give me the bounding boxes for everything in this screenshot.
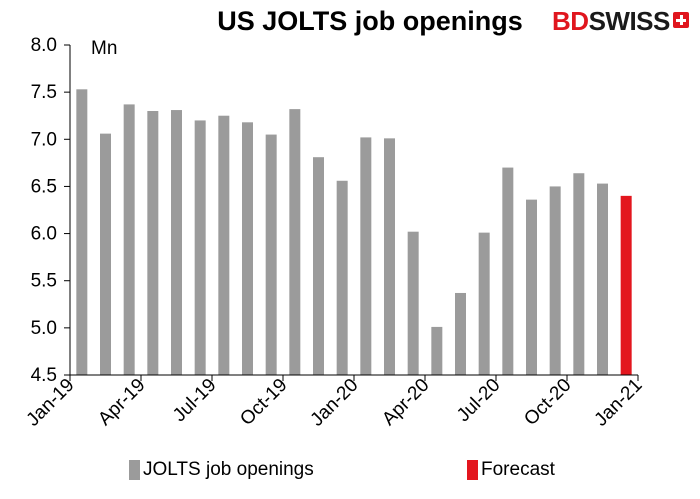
- x-tick-label: Jul-19: [169, 375, 220, 426]
- y-tick-label: 4.5: [31, 365, 57, 386]
- x-axis-ticks: Jan-19 Apr-19 Jul-19 Oct-19 Jan-20 Apr-20 Jul-…: [23, 375, 647, 431]
- y-tick-label: 6.5: [31, 176, 57, 197]
- bar-actual: [171, 110, 182, 376]
- bar-actual: [384, 138, 395, 375]
- x-tick-label: Oct-20: [520, 375, 575, 430]
- y-tick-label: 7.0: [31, 129, 57, 150]
- y-tick-label: 5.5: [31, 271, 57, 292]
- x-tick-label: Oct-19: [236, 375, 291, 430]
- bar-actual: [336, 180, 348, 375]
- bar-actual: [123, 104, 135, 376]
- swiss-cross-icon: [672, 12, 689, 28]
- logo-bd-text: BD: [552, 6, 589, 36]
- bar-actual: [478, 232, 490, 375]
- bar-actual: [265, 134, 277, 375]
- y-axis-ticks: 8.0 7.5 7.0 6.5 6.0 5.5 5.0 4.5: [31, 35, 70, 386]
- bar-forecast: [620, 195, 632, 375]
- bar-actual: [526, 199, 537, 375]
- bars-group: [76, 89, 632, 376]
- bar-actual: [76, 89, 88, 376]
- bar-actual: [407, 231, 419, 375]
- x-tick-label: Apr-20: [378, 375, 433, 430]
- bar-actual: [289, 109, 301, 375]
- logo-swiss-text: SWISS: [588, 6, 671, 36]
- y-tick-label: 6.0: [31, 224, 57, 245]
- bar-actual: [502, 167, 514, 375]
- x-tick-label: Apr-19: [94, 375, 149, 430]
- bar-actual: [360, 137, 372, 375]
- legend-item-forecast: Forecast: [467, 459, 555, 481]
- y-tick-label: 8.0: [31, 35, 57, 56]
- bar-actual: [218, 115, 230, 375]
- y-tick-label: 7.5: [31, 82, 57, 103]
- legend-label-actual: JOLTS job openings: [143, 459, 314, 480]
- chart-title: US JOLTS job openings: [217, 6, 523, 36]
- legend-swatch-forecast: [467, 460, 478, 480]
- bar-actual: [573, 173, 585, 375]
- bar-actual: [242, 122, 253, 375]
- bar-actual: [313, 157, 324, 375]
- bdswiss-logo: BDSWISS: [552, 6, 689, 37]
- bar-actual: [194, 120, 206, 375]
- x-tick-label: Jan-21: [591, 375, 647, 431]
- bar-actual: [549, 186, 561, 375]
- x-tick-label: Jul-20: [453, 375, 504, 426]
- y-axis-unit-label: Mn: [91, 38, 117, 59]
- bar-actual: [100, 133, 111, 375]
- legend-item-actual: JOLTS job openings: [129, 459, 314, 481]
- bar-actual: [597, 183, 608, 375]
- legend-swatch-actual: [129, 460, 140, 480]
- y-tick-label: 5.0: [31, 318, 57, 339]
- x-tick-label: Jan-20: [307, 375, 363, 431]
- bar-actual: [455, 292, 466, 375]
- legend-label-forecast: Forecast: [481, 459, 555, 480]
- legend: JOLTS job openings Forecast: [0, 459, 700, 485]
- bar-actual: [147, 111, 159, 375]
- bar-actual: [431, 326, 443, 375]
